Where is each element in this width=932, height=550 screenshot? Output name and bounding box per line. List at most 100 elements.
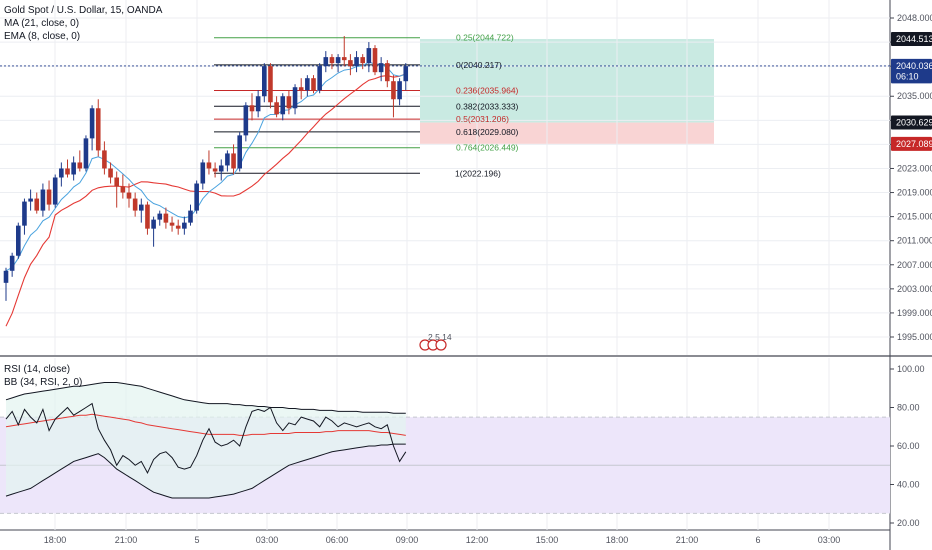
price-tick-label: 2048.000 <box>897 13 932 23</box>
candle-body <box>77 162 83 169</box>
price-tag-label: 2027.089 <box>896 139 932 149</box>
symbol-legend: Gold Spot / U.S. Dollar, 15, OANDA MA (2… <box>4 4 162 43</box>
fib-level-label: 0.5(2031.206) <box>456 114 509 124</box>
candle-body <box>95 108 101 151</box>
time-tick-label: 18:00 <box>606 535 629 545</box>
price-tag <box>891 69 932 84</box>
event-markers: 2 5 14 <box>419 332 452 351</box>
candle-body <box>372 48 378 73</box>
bb-upper-line <box>5 382 406 414</box>
ma-21-line <box>5 73 406 327</box>
price-tick-label: 2023.000 <box>897 163 932 173</box>
price-tick-label: 2011.000 <box>897 236 932 246</box>
candle-body <box>139 204 144 211</box>
fib-level-label: 1(2022.196) <box>455 168 501 178</box>
rsi-tick-label: 20.00 <box>897 518 920 528</box>
bb-lower-line <box>5 443 406 499</box>
candle-body <box>360 57 365 64</box>
candle-body <box>354 57 359 67</box>
candle-body <box>305 78 310 91</box>
time-tick-label: 09:00 <box>396 535 419 545</box>
candle-body <box>151 219 156 229</box>
candle-body <box>3 270 9 283</box>
time-tick-label: 21:00 <box>676 535 699 545</box>
time-tick-label: 21:00 <box>115 535 138 545</box>
price-tick-label: 2019.000 <box>897 188 932 198</box>
time-tick-label: 03:00 <box>818 535 841 545</box>
candle-body <box>255 96 261 112</box>
candle-body <box>262 66 267 97</box>
ema-8-line <box>5 61 406 272</box>
candle-body <box>206 162 212 169</box>
candle-body <box>280 96 286 115</box>
price-tick-label: 2035.000 <box>897 91 932 101</box>
candle-body <box>218 165 224 172</box>
candle-body <box>249 105 255 112</box>
rsi-tick-label: 60.00 <box>897 441 920 451</box>
time-tick-label: 12:00 <box>466 535 489 545</box>
candle-body <box>114 177 119 187</box>
candle-body <box>188 210 193 223</box>
event-label: 2 5 14 <box>428 332 452 342</box>
price-tick-label: 2003.000 <box>897 284 932 294</box>
rsi-tick-label: 80.00 <box>897 403 920 413</box>
bb-fill <box>6 382 406 498</box>
event-flag-icon <box>435 339 447 351</box>
fib-level-label: 0.764(2026.449) <box>456 143 519 153</box>
candle-body <box>323 57 329 67</box>
price-tick-label: 2015.000 <box>897 212 932 222</box>
candle-body <box>237 135 242 169</box>
candle-body <box>366 48 372 64</box>
candle-body <box>348 60 353 67</box>
rsi-tick-label: 40.00 <box>897 480 920 490</box>
rsi-legend-block: RSI (14, close) BB (34, RSI, 2, 0) <box>4 363 82 389</box>
time-tick-label: 03:00 <box>256 535 279 545</box>
candle-body <box>391 81 396 100</box>
candle-body <box>83 138 89 169</box>
candle-body <box>317 66 322 91</box>
candle-body <box>40 189 46 211</box>
candle-body <box>231 153 236 169</box>
candle-body <box>65 168 70 175</box>
rsi-line <box>5 402 407 475</box>
candle-body <box>9 255 15 271</box>
candle-body <box>145 204 150 229</box>
fib-level-label: 0(2040.217) <box>456 60 502 70</box>
price-tag <box>891 136 932 151</box>
candle-body <box>132 198 138 211</box>
time-tick-label: 15:00 <box>536 535 559 545</box>
time-tick-label: 5 <box>194 535 199 545</box>
candle-body <box>378 63 384 73</box>
candle-body <box>16 225 21 256</box>
candle-body <box>126 192 132 199</box>
candle-body <box>108 168 113 178</box>
fib-level-label: 0.618(2029.080) <box>456 127 519 137</box>
candle-body <box>28 198 33 202</box>
price-tag-label: 2044.513 <box>896 34 932 44</box>
stop-zone <box>420 122 714 144</box>
candle-body <box>341 57 347 61</box>
price-tag <box>891 115 932 130</box>
candle-body <box>329 57 335 64</box>
rsi-legend: RSI (14, close) <box>4 364 71 375</box>
candle-body <box>34 198 40 211</box>
candle-body <box>335 57 341 64</box>
candle-body <box>102 150 107 169</box>
candle-body <box>89 108 95 139</box>
candle-body <box>71 162 76 175</box>
rsi-tick-label: 100.00 <box>897 364 925 374</box>
candle-body <box>194 183 199 211</box>
candle-body <box>182 222 187 229</box>
chart-title: Gold Spot / U.S. Dollar, 15, OANDA <box>4 5 163 16</box>
candle-body <box>225 153 230 166</box>
candle-body <box>59 168 64 178</box>
time-tick-label: 6 <box>755 535 760 545</box>
candle-body <box>120 186 126 193</box>
profit-zone <box>420 38 714 123</box>
candle-body <box>403 66 409 82</box>
candle-body <box>212 168 218 172</box>
price-tick-label: 1995.000 <box>897 332 932 342</box>
fib-level-label: 0.382(2033.333) <box>456 101 519 111</box>
candle-body <box>311 78 316 91</box>
